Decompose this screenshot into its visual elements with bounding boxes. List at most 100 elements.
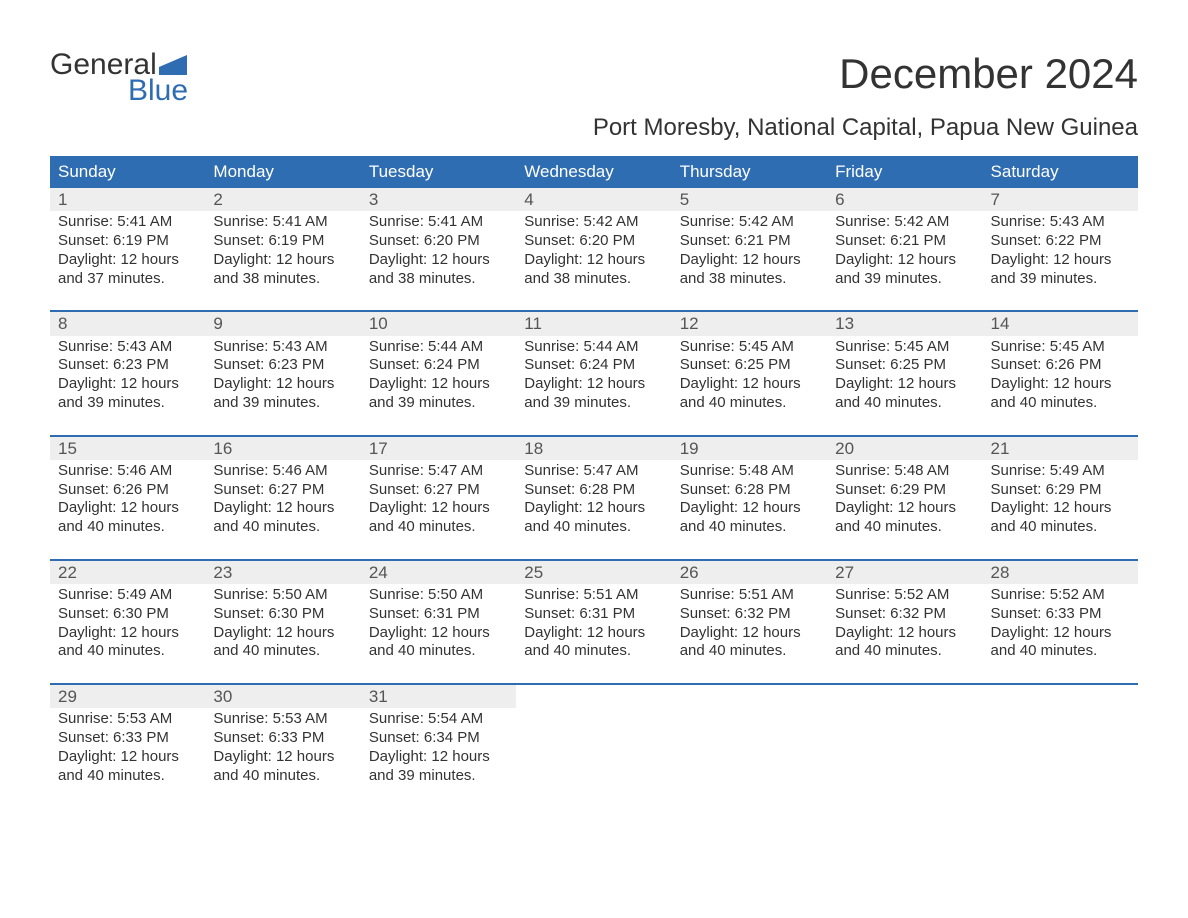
sunrise-label: Sunrise: — [58, 338, 113, 355]
sunrise-value: 5:44 AM — [583, 338, 638, 355]
sunset-line: Sunset: 6:24 PM — [524, 356, 663, 375]
sunrise-value: 5:42 AM — [739, 213, 794, 230]
sunrise-value: 5:42 AM — [583, 213, 638, 230]
day-header: Tuesday — [361, 156, 516, 188]
sunset-value: 6:25 PM — [890, 356, 946, 373]
day-number: 28 — [983, 561, 1138, 584]
daylight-line: Daylight: 12 hours and 38 minutes. — [213, 251, 352, 289]
sunset-label: Sunset: — [369, 481, 420, 498]
sunset-value: 6:30 PM — [268, 605, 324, 622]
daylight-line: Daylight: 12 hours and 40 minutes. — [991, 499, 1130, 537]
sunrise-line: Sunrise: 5:49 AM — [991, 462, 1130, 481]
day-header: Wednesday — [516, 156, 671, 188]
daylight-label: Daylight: — [991, 375, 1049, 392]
sunset-label: Sunset: — [835, 356, 886, 373]
sunrise-label: Sunrise: — [369, 710, 424, 727]
day-header: Friday — [827, 156, 982, 188]
sunrise-label: Sunrise: — [213, 462, 268, 479]
sunset-label: Sunset: — [213, 356, 264, 373]
sunrise-value: 5:51 AM — [583, 586, 638, 603]
sunrise-value: 5:47 AM — [428, 462, 483, 479]
sunrise-line: Sunrise: 5:45 AM — [991, 338, 1130, 357]
sunset-line: Sunset: 6:33 PM — [991, 605, 1130, 624]
sunrise-line: Sunrise: 5:52 AM — [991, 586, 1130, 605]
sunset-label: Sunset: — [58, 481, 109, 498]
calendar-cell: 25Sunrise: 5:51 AMSunset: 6:31 PMDayligh… — [516, 561, 671, 665]
sunset-line: Sunset: 6:25 PM — [680, 356, 819, 375]
sunrise-value: 5:50 AM — [273, 586, 328, 603]
sunset-line: Sunset: 6:32 PM — [680, 605, 819, 624]
daylight-line: Daylight: 12 hours and 38 minutes. — [680, 251, 819, 289]
sunset-label: Sunset: — [524, 232, 575, 249]
day-header-row: SundayMondayTuesdayWednesdayThursdayFrid… — [50, 156, 1138, 188]
sunrise-label: Sunrise: — [991, 586, 1046, 603]
logo-word-2: Blue — [128, 76, 188, 106]
sunset-line: Sunset: 6:30 PM — [58, 605, 197, 624]
sunrise-line: Sunrise: 5:46 AM — [213, 462, 352, 481]
sunrise-value: 5:46 AM — [273, 462, 328, 479]
daylight-label: Daylight: — [835, 624, 893, 641]
sunrise-label: Sunrise: — [680, 213, 735, 230]
sunrise-value: 5:43 AM — [273, 338, 328, 355]
calendar-cell: 8Sunrise: 5:43 AMSunset: 6:23 PMDaylight… — [50, 312, 205, 416]
sunrise-line: Sunrise: 5:47 AM — [369, 462, 508, 481]
sunset-line: Sunset: 6:26 PM — [991, 356, 1130, 375]
sunrise-label: Sunrise: — [524, 462, 579, 479]
calendar-cell: 12Sunrise: 5:45 AMSunset: 6:25 PMDayligh… — [672, 312, 827, 416]
daylight-line: Daylight: 12 hours and 40 minutes. — [369, 624, 508, 662]
sunset-label: Sunset: — [524, 356, 575, 373]
sunset-label: Sunset: — [991, 481, 1042, 498]
calendar-cell: 14Sunrise: 5:45 AMSunset: 6:26 PMDayligh… — [983, 312, 1138, 416]
sunrise-label: Sunrise: — [835, 586, 890, 603]
sunrise-value: 5:43 AM — [1050, 213, 1105, 230]
day-header: Saturday — [983, 156, 1138, 188]
calendar-cell — [827, 685, 982, 789]
day-number: 20 — [827, 437, 982, 460]
daylight-label: Daylight: — [213, 375, 271, 392]
daylight-line: Daylight: 12 hours and 40 minutes. — [58, 624, 197, 662]
daylight-line: Daylight: 12 hours and 40 minutes. — [213, 748, 352, 786]
day-header: Sunday — [50, 156, 205, 188]
sunrise-line: Sunrise: 5:44 AM — [524, 338, 663, 357]
sunrise-label: Sunrise: — [680, 338, 735, 355]
sunset-value: 6:24 PM — [424, 356, 480, 373]
daylight-label: Daylight: — [524, 251, 582, 268]
sunset-label: Sunset: — [835, 232, 886, 249]
sunset-label: Sunset: — [369, 729, 420, 746]
sunset-label: Sunset: — [213, 605, 264, 622]
week-row: 15Sunrise: 5:46 AMSunset: 6:26 PMDayligh… — [50, 435, 1138, 541]
sunset-value: 6:19 PM — [113, 232, 169, 249]
calendar-cell: 29Sunrise: 5:53 AMSunset: 6:33 PMDayligh… — [50, 685, 205, 789]
calendar-cell: 5Sunrise: 5:42 AMSunset: 6:21 PMDaylight… — [672, 188, 827, 292]
sunrise-line: Sunrise: 5:42 AM — [524, 213, 663, 232]
calendar-cell: 31Sunrise: 5:54 AMSunset: 6:34 PMDayligh… — [361, 685, 516, 789]
day-number: 1 — [50, 188, 205, 211]
sunset-line: Sunset: 6:20 PM — [369, 232, 508, 251]
calendar-cell — [672, 685, 827, 789]
daylight-label: Daylight: — [680, 251, 738, 268]
logo: General Blue — [50, 50, 188, 106]
daylight-label: Daylight: — [369, 748, 427, 765]
sunrise-value: 5:45 AM — [739, 338, 794, 355]
sunset-value: 6:33 PM — [268, 729, 324, 746]
sunrise-value: 5:53 AM — [117, 710, 172, 727]
calendar-cell: 26Sunrise: 5:51 AMSunset: 6:32 PMDayligh… — [672, 561, 827, 665]
week-row: 1 Sunrise: 5:41 AM Sunset: 6:19 PM Daylight… — [50, 188, 1138, 292]
daylight-label: Daylight: — [991, 251, 1049, 268]
sunset-label: Sunset: — [680, 481, 731, 498]
day-number: 19 — [672, 437, 827, 460]
daylight-label: Daylight: — [680, 624, 738, 641]
day-number: 10 — [361, 312, 516, 335]
daylight-label: Daylight: — [524, 375, 582, 392]
calendar-cell — [983, 685, 1138, 789]
day-number: 11 — [516, 312, 671, 335]
sunset-value: 6:32 PM — [890, 605, 946, 622]
sunset-value: 6:23 PM — [113, 356, 169, 373]
daylight-label: Daylight: — [58, 251, 116, 268]
sunset-value: 6:20 PM — [424, 232, 480, 249]
day-number: 21 — [983, 437, 1138, 460]
day-number: 29 — [50, 685, 205, 708]
week-row: 8Sunrise: 5:43 AMSunset: 6:23 PMDaylight… — [50, 310, 1138, 416]
sunrise-line: Sunrise: 5:46 AM — [58, 462, 197, 481]
sunrise-line: Sunrise: 5:41 AM — [58, 213, 197, 232]
